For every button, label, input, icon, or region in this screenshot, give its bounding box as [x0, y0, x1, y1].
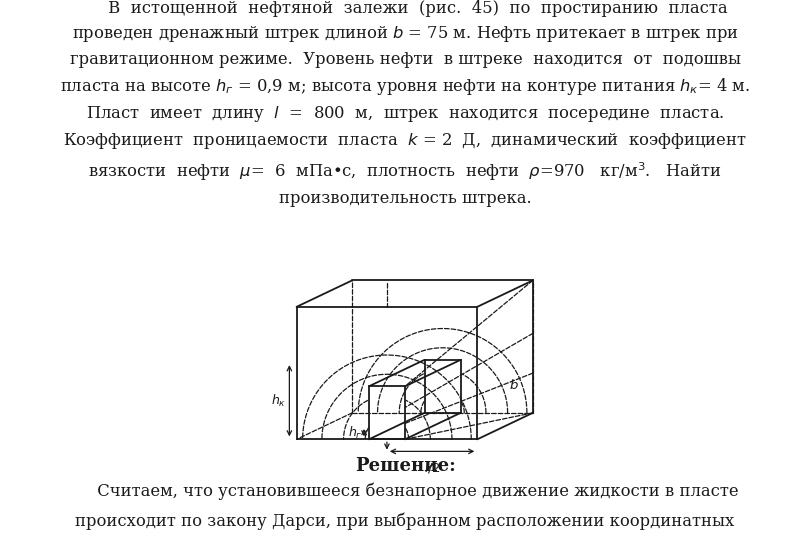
Text: $h_к$: $h_к$: [271, 393, 286, 409]
Text: Считаем, что установившееся безнапорное движение жидкости в пласте
происходит по: Считаем, что установившееся безнапорное …: [71, 482, 739, 530]
Text: Решение:: Решение:: [355, 457, 455, 475]
Text: $l/2$: $l/2$: [424, 460, 441, 475]
Text: В  истощенной  нефтяной  залежи  (рис.  45)  по  простиранию  пласта
проведен др: В истощенной нефтяной залежи (рис. 45) п…: [60, 0, 750, 207]
Text: $b$: $b$: [509, 378, 518, 392]
Text: $h_г$: $h_г$: [348, 425, 363, 441]
